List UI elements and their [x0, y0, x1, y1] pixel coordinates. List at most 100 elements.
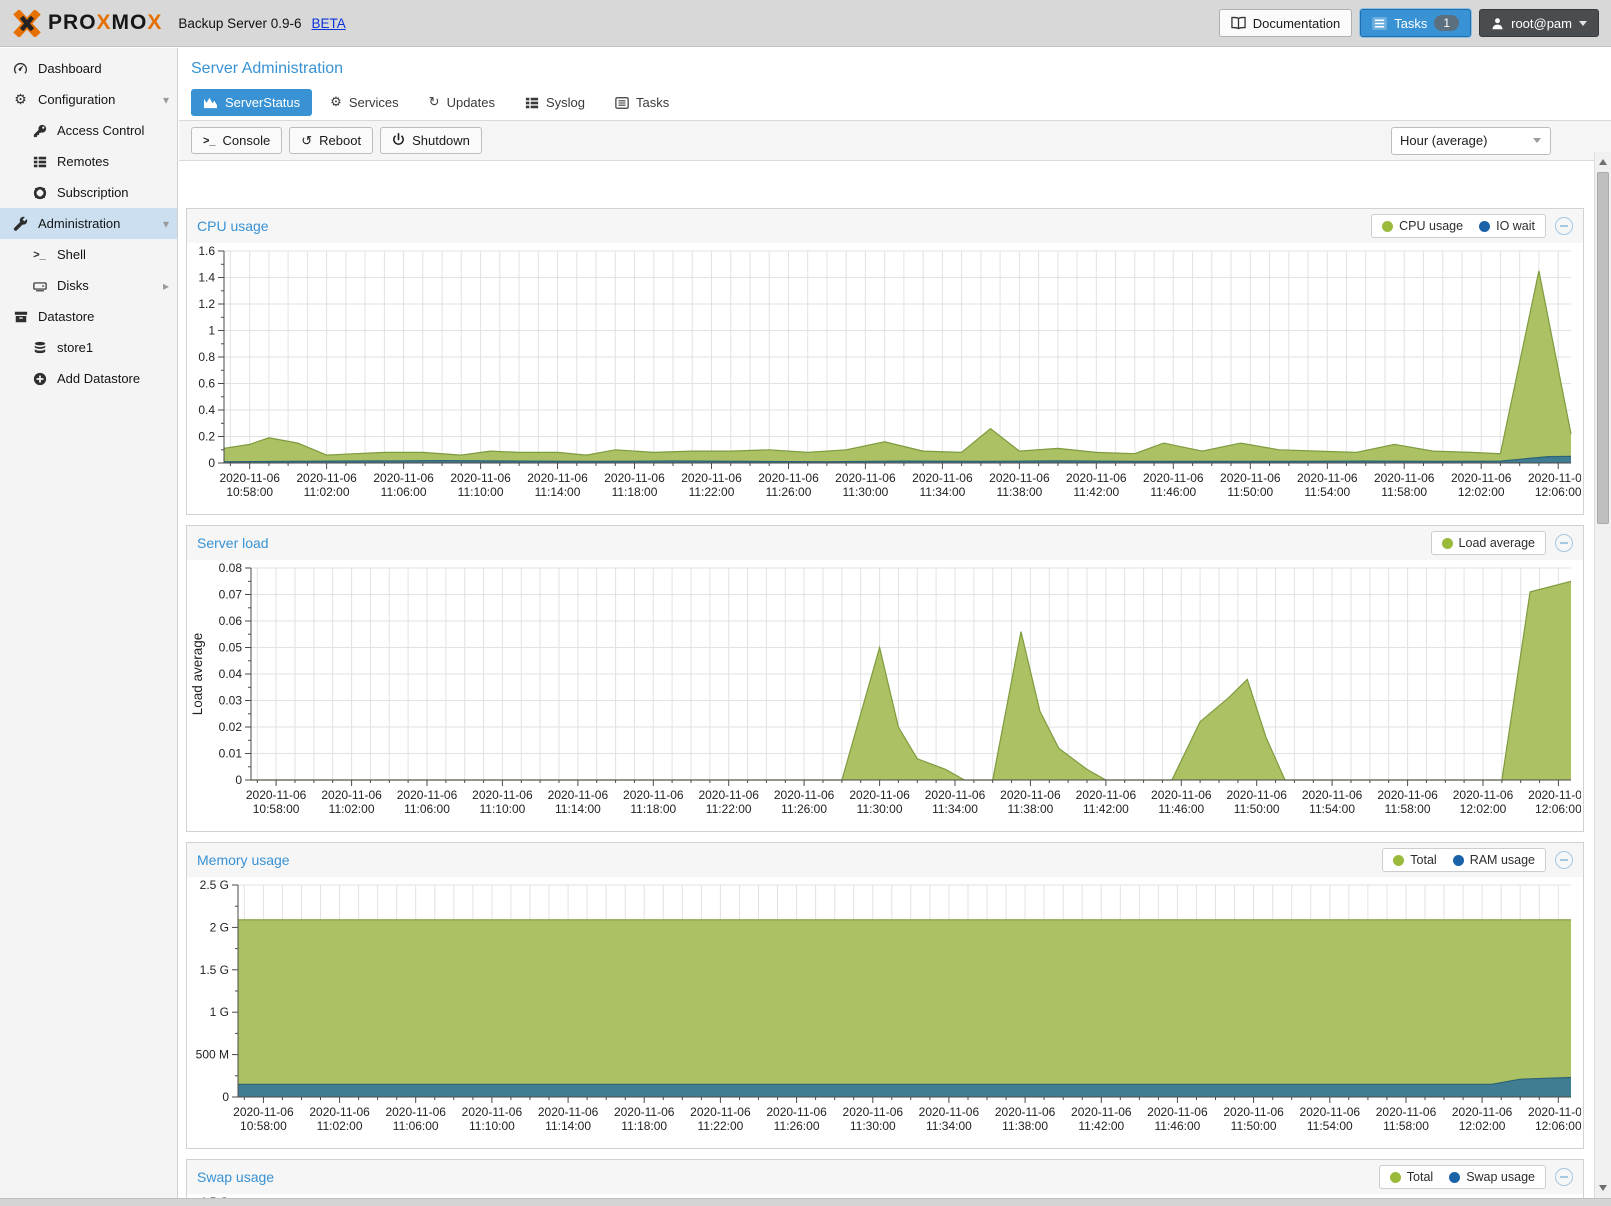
sidebar-item-label: Shell [57, 247, 86, 262]
proxmox-logo: PROXMOX [12, 9, 163, 37]
svg-text:2020-11-06: 2020-11-06 [623, 788, 684, 802]
svg-text:2020-11-06: 2020-11-06 [246, 788, 307, 802]
svg-text:11:42:00: 11:42:00 [1083, 802, 1129, 816]
tasks-button[interactable]: Tasks 1 [1360, 9, 1472, 37]
sidebar-item-label: Access Control [57, 123, 145, 138]
sidebar-item-add-datastore[interactable]: Add Datastore [0, 363, 177, 394]
sidebar-item-disks[interactable]: Disks ▸ [0, 270, 177, 301]
sidebar-item-shell[interactable]: >_ Shell [0, 239, 177, 270]
svg-text:2020-11-06: 2020-11-06 [1066, 471, 1127, 485]
beta-link[interactable]: BETA [311, 15, 346, 31]
sidebar-item-administration[interactable]: Administration ▾ [0, 208, 177, 239]
scrollbar-thumb[interactable] [1597, 172, 1609, 524]
sidebar-item-store1[interactable]: store1 [0, 332, 177, 363]
svg-text:0.2: 0.2 [198, 430, 215, 444]
svg-text:11:42:00: 11:42:00 [1073, 485, 1119, 499]
area-chart-icon [203, 96, 218, 109]
svg-text:11:22:00: 11:22:00 [697, 1119, 743, 1133]
panel-server-load: Server load Load average 0 0.01 0.02 0.03 0.04… [186, 525, 1589, 832]
datastore-icon [12, 310, 29, 324]
svg-text:0.07: 0.07 [219, 588, 243, 602]
tab-services[interactable]: ⚙ Services [318, 88, 411, 116]
shutdown-button[interactable]: Shutdown [380, 127, 482, 154]
legend-item-cpu-usage[interactable]: CPU usage [1382, 219, 1463, 233]
svg-text:11:10:00: 11:10:00 [458, 485, 504, 499]
toolbar: >_ Console ↺ Reboot Shutdown Hour (average) [179, 121, 1611, 161]
svg-text:2020-11-06: 2020-11-06 [1151, 788, 1212, 802]
tab-label: Tasks [636, 95, 670, 110]
collapse-panel-button[interactable] [1555, 1168, 1573, 1186]
legend-dot [1382, 220, 1394, 232]
panel-cpu-usage: CPU usage CPU usage IO wait 0 0.2 0.4 0.6 0.8 1 1… [186, 208, 1589, 515]
tab-updates[interactable]: ↻ Updates [417, 88, 507, 116]
svg-text:11:46:00: 11:46:00 [1158, 802, 1204, 816]
svg-text:11:02:00: 11:02:00 [329, 802, 375, 816]
tab-tasks[interactable]: Tasks [603, 89, 681, 116]
svg-text:2020-11-06: 2020-11-06 [1297, 471, 1358, 485]
sidebar-item-remotes[interactable]: Remotes [0, 146, 177, 177]
svg-text:11:06:00: 11:06:00 [404, 802, 450, 816]
svg-text:11:38:00: 11:38:00 [1002, 1119, 1048, 1133]
charts-area: CPU usage CPU usage IO wait 0 0.2 0.4 0.6 0.8 1 1… [179, 201, 1594, 1198]
svg-text:11:34:00: 11:34:00 [919, 485, 965, 499]
svg-text:12:06:00: 12:06:00 [1535, 1119, 1581, 1133]
sidebar-item-datastore[interactable]: Datastore [0, 301, 177, 332]
sidebar-item-configuration[interactable]: ⚙ Configuration ▾ [0, 84, 177, 115]
console-button[interactable]: >_ Console [191, 127, 283, 154]
svg-text:11:54:00: 11:54:00 [1307, 1119, 1353, 1133]
svg-text:2020-11-06: 2020-11-06 [849, 788, 910, 802]
svg-text:1: 1 [208, 324, 215, 338]
legend-item-total[interactable]: Total [1393, 853, 1437, 867]
svg-text:11:18:00: 11:18:00 [630, 802, 676, 816]
user-menu-button[interactable]: root@pam [1479, 9, 1599, 37]
button-label: Shutdown [412, 133, 470, 148]
svg-text:1.5 G: 1.5 G [200, 963, 229, 977]
plus-circle-icon [31, 372, 48, 386]
sidebar-item-label: Subscription [57, 185, 129, 200]
legend-item-swap-usage[interactable]: Swap usage [1449, 1170, 1535, 1184]
chevron-down-icon: ▾ [162, 216, 169, 231]
svg-text:1 G: 1 G [210, 1005, 229, 1019]
svg-text:11:30:00: 11:30:00 [842, 485, 888, 499]
tab-serverstatus[interactable]: ServerStatus [191, 89, 313, 116]
legend-dot [1449, 1171, 1461, 1183]
legend-dot [1441, 537, 1453, 549]
svg-text:2020-11-06: 2020-11-06 [1000, 788, 1061, 802]
legend-item-load-average[interactable]: Load average [1441, 536, 1535, 550]
legend-item-io-wait[interactable]: IO wait [1479, 219, 1535, 233]
tab-syslog[interactable]: Syslog [513, 89, 597, 116]
chart-legend: Load average [1430, 531, 1546, 555]
sidebar-item-dashboard[interactable]: Dashboard [0, 53, 177, 84]
disk-icon [31, 279, 48, 293]
panel-header-cpu-usage: CPU usage CPU usage IO wait [187, 209, 1583, 243]
sidebar-item-access-control[interactable]: Access Control [0, 115, 177, 146]
collapse-panel-button[interactable] [1555, 851, 1573, 869]
collapse-panel-button[interactable] [1555, 534, 1573, 552]
power-icon [392, 132, 405, 149]
collapse-panel-button[interactable] [1555, 217, 1573, 235]
tab-bar: ServerStatus ⚙ Services ↻ Updates Syslog Tasks [179, 80, 1611, 121]
svg-text:2020-11-06: 2020-11-06 [1453, 788, 1514, 802]
sidebar-item-label: Administration [38, 216, 121, 231]
legend-label: Total [1410, 853, 1437, 867]
refresh-icon: ↻ [428, 94, 440, 109]
vertical-scrollbar[interactable] [1594, 152, 1611, 1198]
brand-text: PROXMOX [48, 11, 163, 34]
svg-text:2020-11-06: 2020-11-06 [1528, 788, 1581, 802]
reboot-button[interactable]: ↺ Reboot [289, 127, 374, 154]
legend-item-ram-usage[interactable]: RAM usage [1452, 853, 1535, 867]
svg-text:2020-11-06: 2020-11-06 [1374, 471, 1435, 485]
svg-text:0: 0 [222, 1090, 229, 1104]
documentation-button[interactable]: Documentation [1218, 9, 1353, 37]
sidebar-item-subscription[interactable]: Subscription [0, 177, 177, 208]
legend-item-total[interactable]: Total [1389, 1170, 1433, 1184]
scroll-up-arrow[interactable] [1595, 154, 1611, 170]
scroll-down-arrow[interactable] [1595, 1180, 1611, 1196]
legend-dot [1452, 854, 1464, 866]
database-icon [31, 341, 48, 355]
svg-text:0.8: 0.8 [198, 350, 215, 364]
timeframe-select[interactable]: Hour (average) [1391, 126, 1551, 155]
sidebar-item-label: Dashboard [38, 61, 102, 76]
